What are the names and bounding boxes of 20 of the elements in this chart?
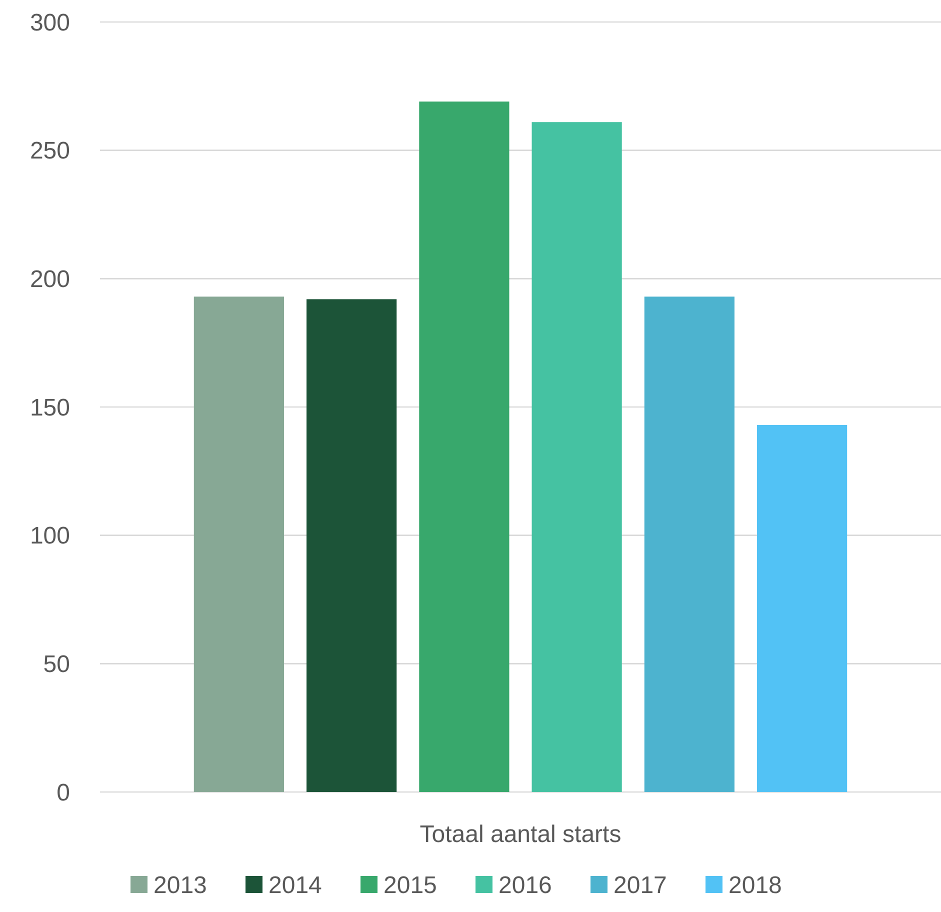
legend-label: 2014 xyxy=(268,872,322,899)
legend-label: 2017 xyxy=(614,872,667,899)
y-tick-label: 200 xyxy=(30,266,70,294)
bar xyxy=(757,424,848,792)
y-tick-label: 250 xyxy=(30,138,70,165)
legend-label: 2013 xyxy=(154,872,207,899)
legend-label: 2016 xyxy=(498,872,552,899)
y-tick-label: 100 xyxy=(30,522,70,550)
legend-label: 2018 xyxy=(728,872,782,899)
bar xyxy=(194,296,284,792)
y-tick-label: 150 xyxy=(30,394,70,422)
y-tick-label: 300 xyxy=(30,9,70,36)
y-tick-label: 0 xyxy=(56,779,70,806)
bar xyxy=(644,296,734,792)
bar xyxy=(419,102,510,792)
bar xyxy=(306,299,397,792)
x-tick-label: Totaal aantal starts xyxy=(420,821,622,848)
bar xyxy=(532,122,622,792)
legend-label: 2015 xyxy=(384,872,437,899)
y-tick-label: 50 xyxy=(43,651,70,678)
